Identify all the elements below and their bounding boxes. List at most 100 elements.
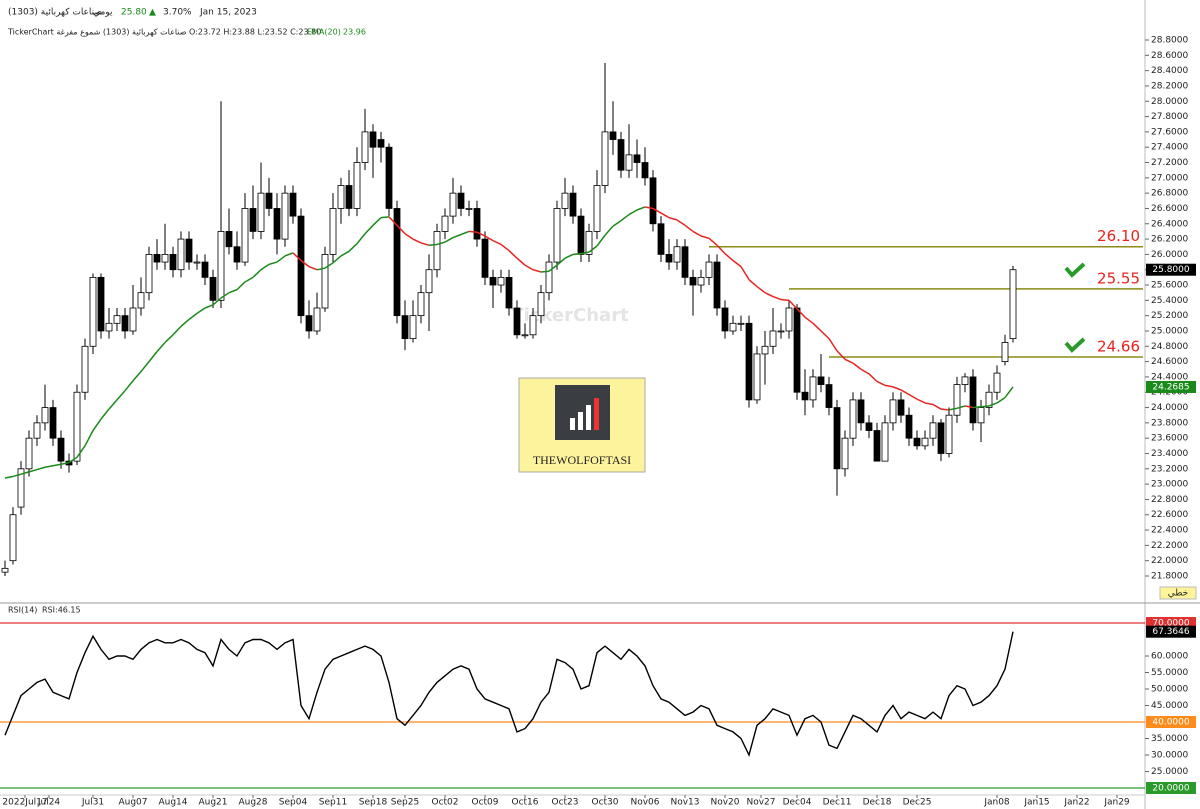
ema-segment	[156, 341, 166, 353]
ema-segment	[244, 276, 254, 283]
candle-body	[425, 269, 433, 294]
candle-body	[329, 208, 337, 255]
y-tick-label: 26.2000	[1151, 235, 1188, 245]
candle-body	[497, 276, 505, 286]
y-tick-label: 28.4000	[1151, 66, 1188, 76]
rsi-panel	[0, 622, 1145, 789]
ema-segment	[748, 279, 758, 288]
candle-body	[49, 407, 57, 439]
ema-segment	[484, 235, 494, 242]
candle-body	[9, 514, 17, 562]
candle-body	[449, 192, 457, 217]
candle-body	[721, 307, 729, 332]
candle-body	[457, 192, 465, 209]
ema-segment	[556, 257, 566, 266]
y-tick-label: 26.0000	[1151, 250, 1188, 260]
y-tick-label: 22.6000	[1151, 510, 1188, 520]
candle-body	[401, 315, 409, 340]
candle-body	[697, 276, 705, 286]
ema-segment	[620, 213, 630, 222]
ema-segment	[356, 233, 366, 245]
candle-body	[793, 307, 801, 393]
candle-body	[593, 185, 601, 232]
ema-segment	[204, 304, 214, 309]
ema-segment	[892, 386, 902, 391]
x-tick-label: Nov20	[710, 798, 739, 808]
ema-segment	[652, 207, 662, 214]
ema-segment	[260, 263, 270, 271]
ema-segment	[644, 206, 654, 210]
ema-segment	[908, 393, 918, 400]
candle-body	[281, 192, 289, 240]
candle-body	[297, 215, 305, 317]
candle-body	[617, 139, 625, 171]
candle-body	[521, 334, 529, 337]
candle-body	[601, 131, 609, 186]
logo-bar	[594, 398, 599, 430]
ema-segment	[524, 264, 534, 271]
ema-value: 23.96	[343, 28, 366, 37]
candle-body	[537, 292, 545, 317]
x-tick-label: Oct16	[511, 798, 538, 808]
ema-segment	[452, 233, 462, 239]
x-tick-label: Aug14	[158, 798, 187, 808]
ema-segment	[692, 230, 702, 237]
ema-segment	[228, 288, 238, 294]
ema-segment	[740, 266, 750, 281]
value-tag	[1146, 380, 1196, 393]
ema-segment	[756, 285, 766, 294]
candle-body	[817, 376, 825, 385]
y-tick-label: 45.0000	[1151, 701, 1188, 711]
y-tick-label: 22.2000	[1151, 541, 1188, 551]
ema-segment	[332, 255, 342, 264]
y-tick-label: 24.8000	[1151, 342, 1188, 352]
candle-body	[241, 208, 249, 263]
candle-body	[953, 384, 961, 416]
x-tick-label: Jan08	[983, 798, 1010, 808]
ema-segment	[276, 255, 286, 263]
ema-segment	[388, 216, 398, 226]
ema-segment	[948, 407, 958, 411]
candle-body	[121, 315, 129, 332]
candle-body	[737, 322, 745, 325]
ema-name: EMA(20)	[307, 28, 341, 37]
candle-body	[193, 261, 201, 264]
ema-segment	[884, 384, 894, 388]
candle-body	[57, 437, 65, 462]
rsi-line	[4, 631, 1014, 757]
ema-segment	[324, 262, 334, 269]
level-tag-label: 70.0000	[1152, 619, 1189, 629]
ema-segment	[612, 220, 622, 227]
candle-body	[385, 146, 393, 209]
y-tick-label: 28.2000	[1151, 81, 1188, 91]
level-label: 24.66	[1097, 338, 1140, 356]
ema-segment	[444, 236, 454, 243]
ema-segment	[220, 292, 230, 299]
candle-body	[257, 192, 265, 232]
ema-segment	[28, 468, 38, 473]
ema-segment	[116, 390, 126, 401]
y-tick-label: 26.8000	[1151, 189, 1188, 199]
candle-body	[657, 223, 665, 255]
ema-segment	[12, 473, 22, 478]
ema-segment	[124, 380, 134, 392]
ema-segment	[492, 239, 502, 246]
x-tick-label: 2022Jul17	[2, 798, 47, 808]
candle-body	[433, 231, 441, 271]
ema-segment	[148, 351, 158, 363]
y-tick-label: 35.0000	[1151, 734, 1188, 744]
ema-segment	[476, 231, 486, 237]
x-tick-label: Dec18	[863, 798, 892, 808]
candle-body	[665, 253, 673, 263]
candle-body	[873, 430, 881, 462]
candle-body	[529, 315, 537, 336]
y-tick-label: 21.8000	[1151, 572, 1188, 582]
ema-segment	[252, 269, 262, 278]
ema-segment	[636, 206, 646, 211]
candle-body	[41, 407, 49, 424]
candle-body	[169, 253, 177, 271]
ema-segment	[1004, 386, 1014, 399]
ema-segment	[940, 408, 950, 411]
candle-body	[105, 322, 113, 332]
